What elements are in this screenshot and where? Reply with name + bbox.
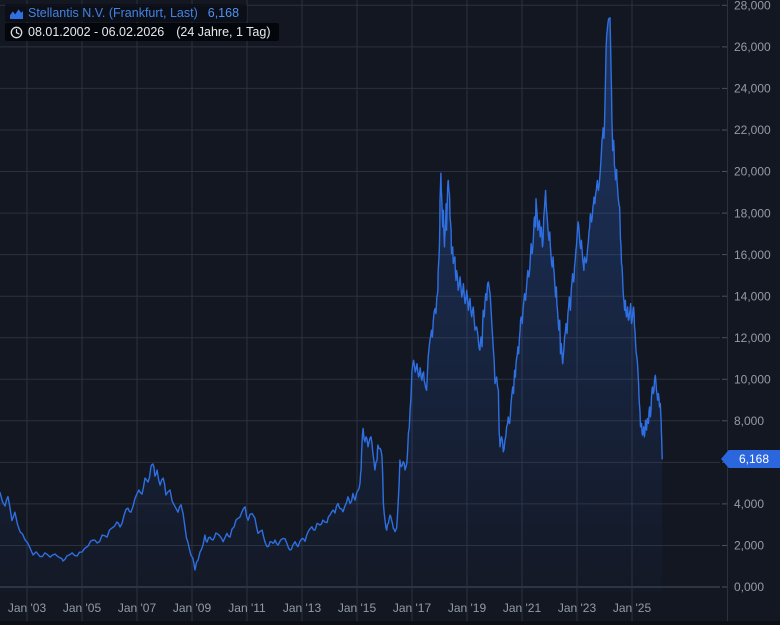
last-price-tag: 6,168 [721,450,780,468]
price-tick-label: 26,000 [734,40,771,54]
price-tick-label: 20,000 [734,165,771,179]
series-last-value: 6,168 [207,6,240,20]
time-tick-label: Jan '07 [118,601,157,615]
legend-series-row[interactable]: Stellantis N.V. (Frankfurt, Last) 6,168 [5,4,248,22]
price-area-fill [0,17,663,593]
price-tick-label: 2,000 [734,539,764,553]
bottom-band [0,621,780,625]
time-tick-label: Jan '11 [228,601,266,615]
area-chart-icon [10,8,23,19]
time-tick-label: Jan '13 [283,601,322,615]
legend-range-row[interactable]: 08.01.2002 - 06.02.2026 (24 Jahre, 1 Tag… [5,23,279,41]
date-range-label: 08.01.2002 - 06.02.2026 [28,25,165,39]
duration-label: (24 Jahre, 1 Tag) [176,25,271,39]
time-axis[interactable]: Jan '03 Jan '05 Jan '07 Jan '09 Jan '11 Jan '… [8,588,652,621]
price-tick-label: 22,000 [734,123,771,137]
price-tick-label: 10,000 [734,372,771,386]
time-tick-label: Jan '19 [448,601,487,615]
price-line-series[interactable] [0,17,663,571]
time-tick-label: Jan '17 [393,601,432,615]
price-tick-label: 28,000 [734,0,771,13]
time-tick-label: Jan '25 [613,601,652,615]
price-tick-label: 18,000 [734,206,771,220]
price-tick-label: 12,000 [734,331,771,345]
last-price-tag-value: 6,168 [738,452,770,466]
time-tick-label: Jan '15 [338,601,377,615]
price-axis[interactable]: 0,0002,0004,0006,0008,00010,00012,00014,… [722,0,771,594]
time-tick-label: Jan '05 [63,601,102,615]
price-tick-label: 24,000 [734,82,771,96]
price-tick-label: 8,000 [734,414,764,428]
time-tick-label: Jan '09 [173,601,212,615]
time-tick-label: Jan '03 [8,601,47,615]
time-tick-label: Jan '23 [558,601,597,615]
series-title: Stellantis N.V. (Frankfurt, Last) [28,6,198,20]
price-tick-label: 0,000 [734,580,764,594]
price-tick-label: 14,000 [734,289,771,303]
time-tick-label: Jan '21 [503,601,542,615]
clock-icon [10,26,23,38]
price-tick-label: 4,000 [734,497,764,511]
price-tick-label: 16,000 [734,248,771,262]
chart-legend: Stellantis N.V. (Frankfurt, Last) 6,168 … [5,4,279,41]
